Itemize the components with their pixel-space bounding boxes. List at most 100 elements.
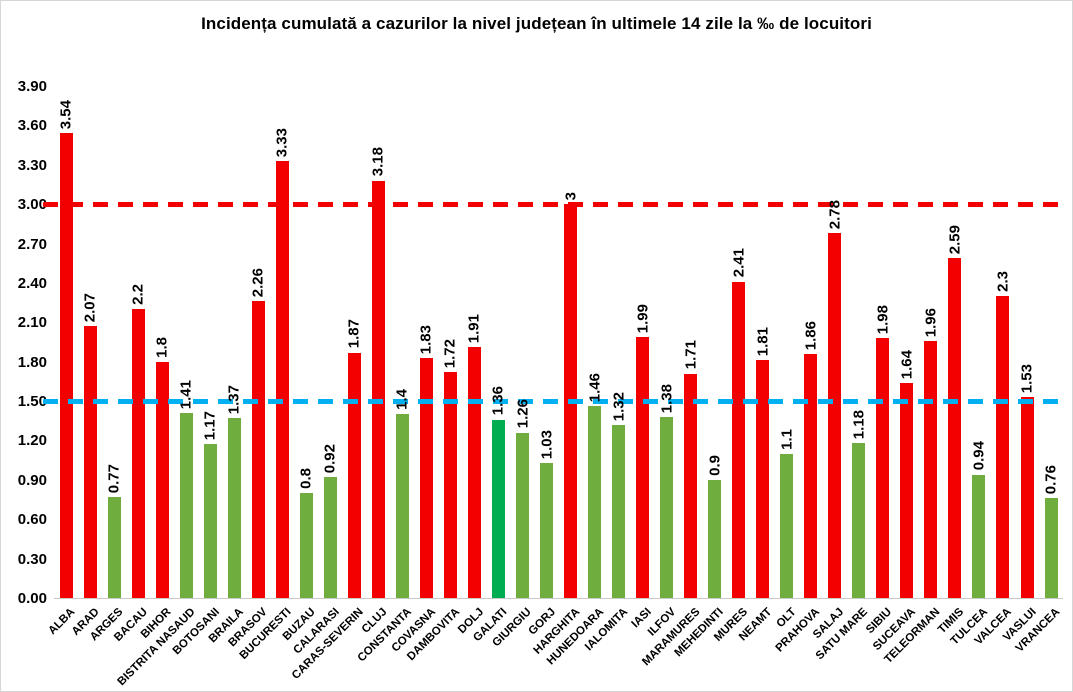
bar-mures	[732, 281, 746, 598]
bar-value-label: 1.03	[538, 429, 555, 459]
bar-value-label: 0.77	[105, 463, 123, 493]
bar-giurgiu	[516, 432, 529, 598]
bar-value-label: 1.18	[850, 409, 868, 440]
bar-value-label: 2.59	[946, 224, 964, 254]
bar-vaslui	[1020, 397, 1034, 598]
bar-value-label: 1.38	[658, 383, 676, 413]
y-axis-tick-label: 0.60	[17, 511, 47, 529]
bar-tulcea	[972, 474, 986, 598]
bar-value-label: 2.78	[826, 199, 844, 229]
bar-value-label: 1.87	[345, 319, 363, 349]
bar-value-label: 1.91	[465, 314, 483, 344]
bar-value-label: 0.92	[321, 444, 339, 474]
threshold-line-3	[43, 201, 1063, 207]
bar-value-label: 1.81	[754, 327, 772, 357]
bar-value-label: 1.99	[634, 303, 652, 333]
bar-cluj	[371, 180, 385, 598]
bar-prahova	[804, 353, 818, 598]
bar-value-label: 1.64	[898, 349, 916, 379]
bar-maramures	[684, 373, 698, 598]
y-axis-tick-label: 0.30	[17, 550, 47, 568]
bar-covasna	[419, 357, 433, 598]
bar-calarasi	[323, 477, 337, 598]
chart-title: Incidența cumulată a cazurilor la nivel …	[201, 14, 872, 33]
bar-teleorman	[924, 340, 938, 598]
x-axis-line	[54, 598, 1063, 599]
bar-bacau	[131, 309, 145, 598]
bar-value-label: 3.33	[273, 127, 291, 157]
bar-caras-severin	[347, 352, 361, 598]
bar-dolj	[467, 347, 481, 598]
bar-olt	[780, 453, 794, 598]
bar-botosani	[203, 444, 217, 598]
bar-value-label: 1.37	[225, 384, 243, 415]
bar-brasov	[251, 301, 265, 598]
bar-constanta	[395, 414, 409, 598]
bar-suceava	[900, 382, 914, 598]
bar-value-label: 0.8	[297, 468, 315, 489]
bar-value-label: 2.3	[994, 271, 1012, 293]
bar-ialomita	[612, 424, 626, 598]
bar-value-label: 1.86	[802, 320, 820, 350]
bar-value-label: 3	[562, 191, 579, 201]
bar-iasi	[636, 336, 650, 598]
bar-value-label: 0.94	[970, 441, 988, 471]
bar-dambovita	[443, 372, 457, 598]
bar-hunedoara	[588, 406, 601, 598]
y-axis-tick-label: 2.10	[17, 314, 47, 332]
bar-salaj	[828, 233, 842, 598]
bar-value-label: 1.1	[778, 428, 796, 450]
y-axis-tick-label: 2.40	[17, 274, 47, 292]
bar-value-label: 1.17	[201, 411, 219, 441]
y-axis-tick-label: 1.80	[17, 353, 47, 371]
y-axis-tick-label: 2.70	[17, 235, 47, 253]
bar-value-label: 1.46	[586, 373, 603, 403]
bar-alba	[59, 133, 73, 598]
bar-neamt	[756, 360, 770, 598]
bar-valcea	[996, 296, 1010, 598]
bar-ilfov	[660, 416, 674, 598]
bar-value-label: 1.4	[393, 389, 411, 411]
y-axis-tick-label: 0.00	[17, 590, 47, 607]
bar-bihor	[155, 361, 169, 598]
bar-value-label: 1.32	[610, 391, 628, 421]
bar-value-label: 0.76	[1042, 465, 1060, 495]
bar-value-label: 2.07	[81, 293, 99, 323]
bar-value-label: 1.71	[682, 340, 700, 370]
bar-value-label: 2.41	[730, 248, 748, 278]
bar-value-label: 0.9	[706, 454, 724, 476]
bar-value-label: 1.83	[417, 324, 435, 354]
y-axis-tick-label: 3.30	[17, 156, 47, 174]
bar-value-label: 3.54	[57, 100, 75, 130]
bar-sibiu	[876, 338, 890, 598]
threshold-line-1-5	[43, 398, 1063, 404]
bar-satu-mare	[852, 443, 866, 598]
bar-value-label: 3.18	[369, 147, 387, 177]
bar-bistrita-nasaud	[179, 412, 193, 598]
bar-value-label: 1.26	[514, 399, 531, 429]
bar-value-label: 1.72	[441, 339, 459, 369]
bar-timis	[948, 258, 962, 598]
bar-vrancea	[1044, 498, 1058, 598]
bar-bucuresti	[275, 160, 289, 598]
bar-mehedinti	[708, 479, 722, 598]
bar-arges	[107, 496, 121, 598]
y-axis-tick-label: 3.90	[17, 78, 47, 95]
bar-value-label: 1.41	[177, 379, 195, 409]
y-axis-tick-label: 3.00	[17, 196, 47, 214]
bar-buzau	[299, 493, 313, 598]
y-axis-tick-label: 3.60	[17, 117, 47, 135]
bar-value-label: 1.98	[874, 304, 892, 335]
bar-gorj	[540, 462, 553, 598]
bar-galati	[491, 419, 505, 598]
bar-value-label: 2.2	[129, 284, 147, 306]
bar-value-label: 1.96	[922, 307, 940, 337]
bar-arad	[83, 326, 97, 598]
y-axis-tick-label: 1.20	[17, 432, 47, 450]
bar-braila	[227, 418, 241, 598]
bar-value-label: 1.53	[1018, 363, 1036, 394]
y-axis-tick-label: 1.50	[17, 393, 47, 411]
bar-value-label: 2.26	[249, 268, 267, 298]
y-axis-tick-label: 0.90	[17, 471, 47, 489]
